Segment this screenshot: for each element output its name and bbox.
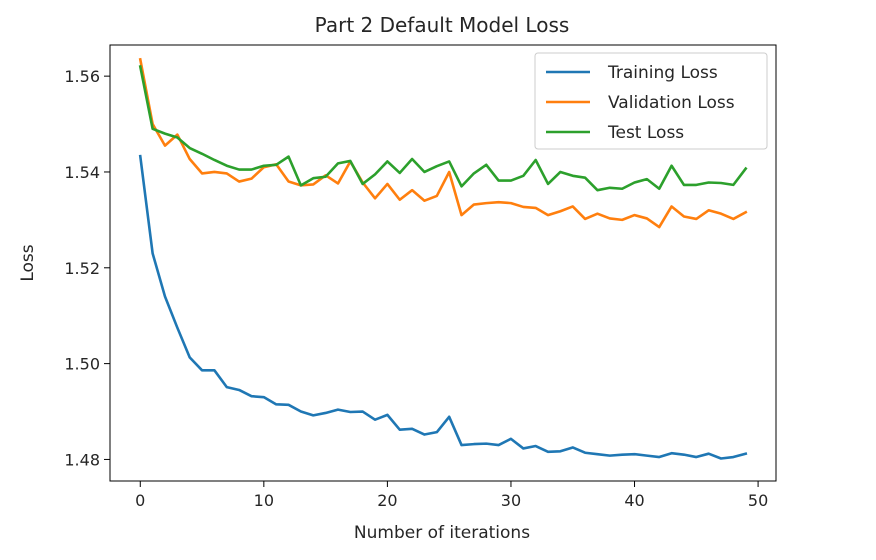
legend-label-1: Validation Loss [608,93,735,113]
series-line-1 [138,57,748,229]
plot-frame [109,44,777,482]
x-tick-label: 0 [135,491,145,510]
y-axis-ticks: 1.48 1.50 1.52 1.54 1.56 [64,67,110,469]
legend-label-2: Test Loss [607,123,684,143]
x-tick-label: 20 [377,491,397,510]
x-tick-label: 50 [748,491,768,510]
y-axis-label: Loss [18,244,38,281]
series-line-0 [138,154,748,460]
y-tick-label: 1.48 [64,450,100,469]
x-tick-label: 40 [624,491,644,510]
series-line-2 [138,65,748,192]
x-tick-label: 30 [501,491,521,510]
y-tick-label: 1.52 [64,259,100,278]
y-tick-label: 1.50 [64,355,100,374]
legend-label-0: Training Loss [607,63,718,83]
y-tick-label: 1.56 [64,67,100,86]
legend-box [534,52,768,150]
plot-lines [138,57,748,460]
legend: Training Loss Validation Loss Test Loss [534,52,768,150]
x-axis-ticks: 0 10 20 30 40 50 [135,481,768,510]
y-tick-label: 1.54 [64,163,100,182]
x-tick-label: 10 [254,491,274,510]
chart-title: Part 2 Default Model Loss [315,13,570,37]
x-axis-label: Number of iterations [354,523,530,543]
